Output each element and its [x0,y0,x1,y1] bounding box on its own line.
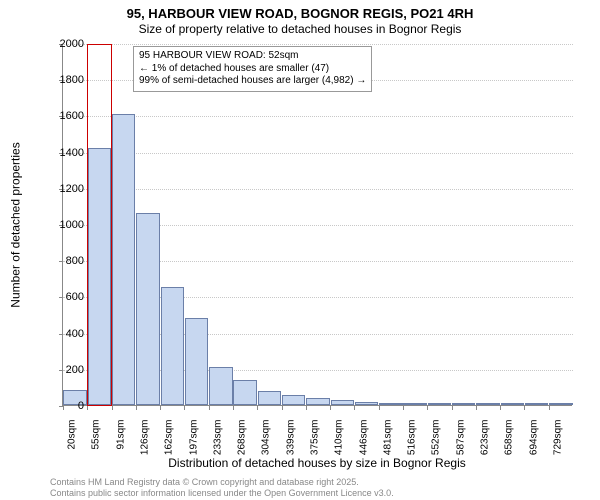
x-tick-label: 91sqm [115,420,126,460]
x-tick-label: 339sqm [285,420,296,460]
x-tick-label: 516sqm [407,420,418,460]
histogram-bar [282,395,305,405]
x-tick-label: 55sqm [91,420,102,460]
annotation-line-3: 99% of semi-detached houses are larger (… [139,75,366,88]
y-tick-label: 1400 [44,147,84,159]
y-tick-label: 800 [44,255,84,267]
x-tick-mark [524,406,525,410]
x-tick-mark [282,406,283,410]
histogram-bar [452,403,475,405]
histogram-bar [428,403,451,405]
histogram-bar [258,391,281,405]
y-tick-label: 1200 [44,183,84,195]
title-block: 95, HARBOUR VIEW ROAD, BOGNOR REGIS, PO2… [0,0,600,36]
annotation-line-2: ← 1% of detached houses are smaller (47) [139,63,366,76]
x-tick-mark [233,406,234,410]
x-tick-mark [184,406,185,410]
histogram-bar [306,398,329,405]
y-tick-label: 1000 [44,219,84,231]
x-tick-label: 729sqm [552,420,563,460]
histogram-bar [88,148,111,405]
x-tick-mark [330,406,331,410]
y-tick-label: 2000 [44,38,84,50]
histogram-bar [209,367,232,405]
x-tick-label: 233sqm [212,420,223,460]
footer-line-1: Contains HM Land Registry data © Crown c… [50,477,394,487]
x-tick-label: 126sqm [140,420,151,460]
x-tick-mark [306,406,307,410]
plot-zone: 95 HARBOUR VIEW ROAD: 52sqm← 1% of detac… [62,44,572,406]
annotation-box: 95 HARBOUR VIEW ROAD: 52sqm← 1% of detac… [133,46,372,92]
histogram-bar [501,403,524,405]
histogram-bar [161,287,184,405]
x-tick-mark [379,406,380,410]
x-tick-mark [549,406,550,410]
y-axis-label: Number of detached properties [9,142,23,307]
x-tick-label: 410sqm [334,420,345,460]
y-tick-label: 0 [44,400,84,412]
x-tick-label: 587sqm [455,420,466,460]
x-tick-label: 20sqm [67,420,78,460]
gridline [63,189,573,190]
x-tick-mark [354,406,355,410]
x-tick-label: 446sqm [358,420,369,460]
x-tick-mark [209,406,210,410]
x-tick-label: 375sqm [310,420,321,460]
histogram-bar [185,318,208,405]
footer-line-2: Contains public sector information licen… [50,488,394,498]
x-tick-mark [427,406,428,410]
histogram-bar [233,380,256,405]
gridline [63,44,573,45]
footer-attribution: Contains HM Land Registry data © Crown c… [50,477,394,498]
y-tick-label: 200 [44,364,84,376]
x-tick-label: 197sqm [188,420,199,460]
annotation-line-1: 95 HARBOUR VIEW ROAD: 52sqm [139,50,366,63]
x-tick-label: 304sqm [261,420,272,460]
x-tick-label: 623sqm [480,420,491,460]
histogram-bar [549,403,572,405]
x-tick-label: 481sqm [382,420,393,460]
x-tick-mark [112,406,113,410]
chart-title-address: 95, HARBOUR VIEW ROAD, BOGNOR REGIS, PO2… [0,6,600,21]
y-tick-label: 1600 [44,110,84,122]
x-tick-mark [403,406,404,410]
histogram-bar [379,403,402,405]
histogram-bar [525,403,548,405]
histogram-bar [355,402,378,405]
histogram-bar [331,400,354,405]
x-tick-mark [136,406,137,410]
x-tick-mark [257,406,258,410]
y-tick-label: 600 [44,291,84,303]
histogram-bar [476,403,499,405]
x-tick-mark [452,406,453,410]
gridline [63,153,573,154]
x-tick-label: 694sqm [528,420,539,460]
x-tick-label: 552sqm [431,420,442,460]
gridline [63,116,573,117]
histogram-bar [112,114,135,405]
plot-area: 95 HARBOUR VIEW ROAD: 52sqm← 1% of detac… [62,44,572,406]
y-axis-label-container: Number of detached properties [8,44,24,406]
x-tick-mark [87,406,88,410]
x-tick-label: 658sqm [504,420,515,460]
x-tick-label: 162sqm [164,420,175,460]
histogram-bar [403,403,426,405]
x-tick-mark [160,406,161,410]
x-tick-mark [500,406,501,410]
chart-container: 95, HARBOUR VIEW ROAD, BOGNOR REGIS, PO2… [0,0,600,500]
x-tick-label: 268sqm [237,420,248,460]
histogram-bar [136,213,159,405]
y-tick-label: 400 [44,328,84,340]
chart-subtitle: Size of property relative to detached ho… [0,22,600,36]
x-tick-mark [476,406,477,410]
y-tick-label: 1800 [44,74,84,86]
